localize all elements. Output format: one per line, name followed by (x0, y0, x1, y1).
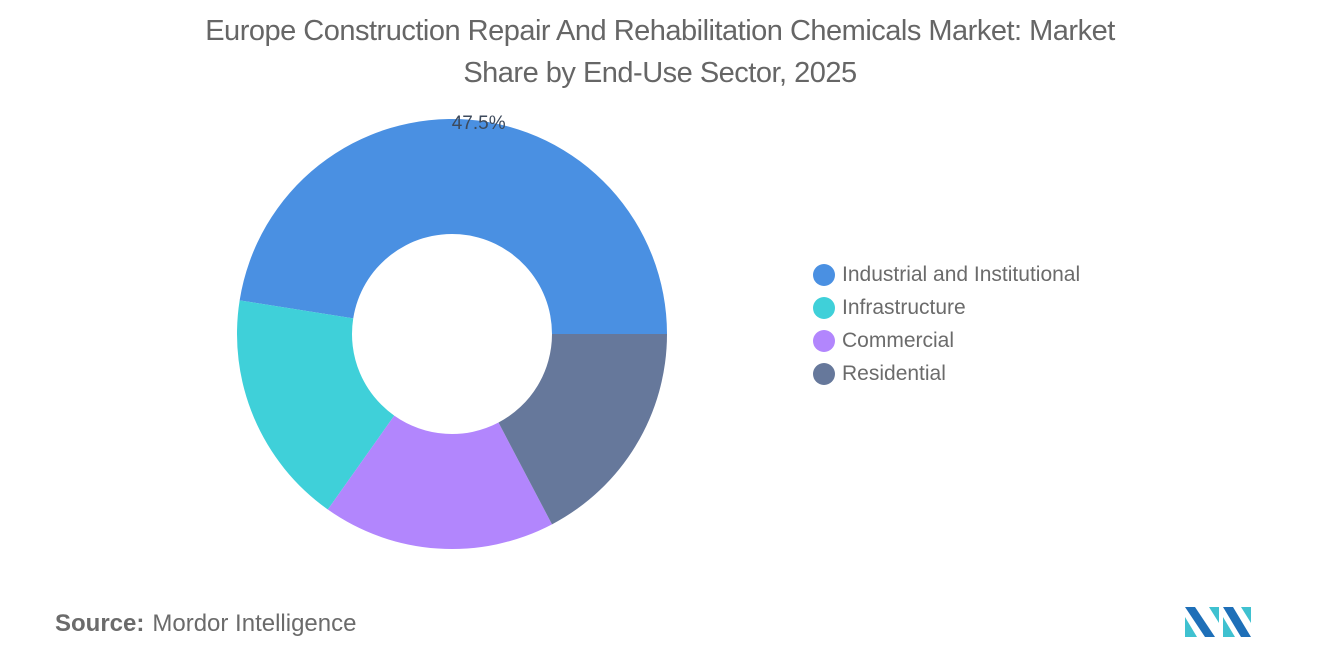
source-note: Source: Mordor Intelligence (55, 610, 356, 638)
donut-slices (236, 118, 667, 549)
slice-residential[interactable] (498, 334, 667, 525)
mordor-intelligence-logo-icon (1185, 607, 1251, 637)
source-value: Mordor Intelligence (152, 610, 357, 637)
legend-dot-icon (813, 329, 835, 352)
slice-infrastructure[interactable] (236, 300, 395, 510)
legend-dot-icon (813, 263, 835, 286)
legend-item-industrial-and-institutional[interactable]: Industrial and Institutional (813, 258, 1080, 291)
legend-item-residential[interactable]: Residential (813, 357, 1080, 390)
chart-title-line-1: Europe Construction Repair And Rehabilit… (205, 15, 1115, 47)
legend-item-commercial[interactable]: Commercial (813, 324, 1080, 357)
chart-title: Europe Construction Repair And Rehabilit… (120, 10, 1200, 94)
legend-dot-icon (813, 296, 835, 319)
slice-commercial[interactable] (327, 415, 553, 549)
legend: Industrial and Institutional Infrastruct… (813, 258, 1080, 390)
slice-data-label: 47.5% (452, 113, 506, 134)
slice-industrial-and-institutional[interactable] (239, 118, 667, 334)
legend-item-infrastructure[interactable]: Infrastructure (813, 291, 1080, 324)
chart-title-line-2: Share by End-Use Sector, 2025 (463, 57, 857, 89)
legend-dot-icon (813, 362, 835, 385)
source-key: Source: (55, 610, 145, 637)
